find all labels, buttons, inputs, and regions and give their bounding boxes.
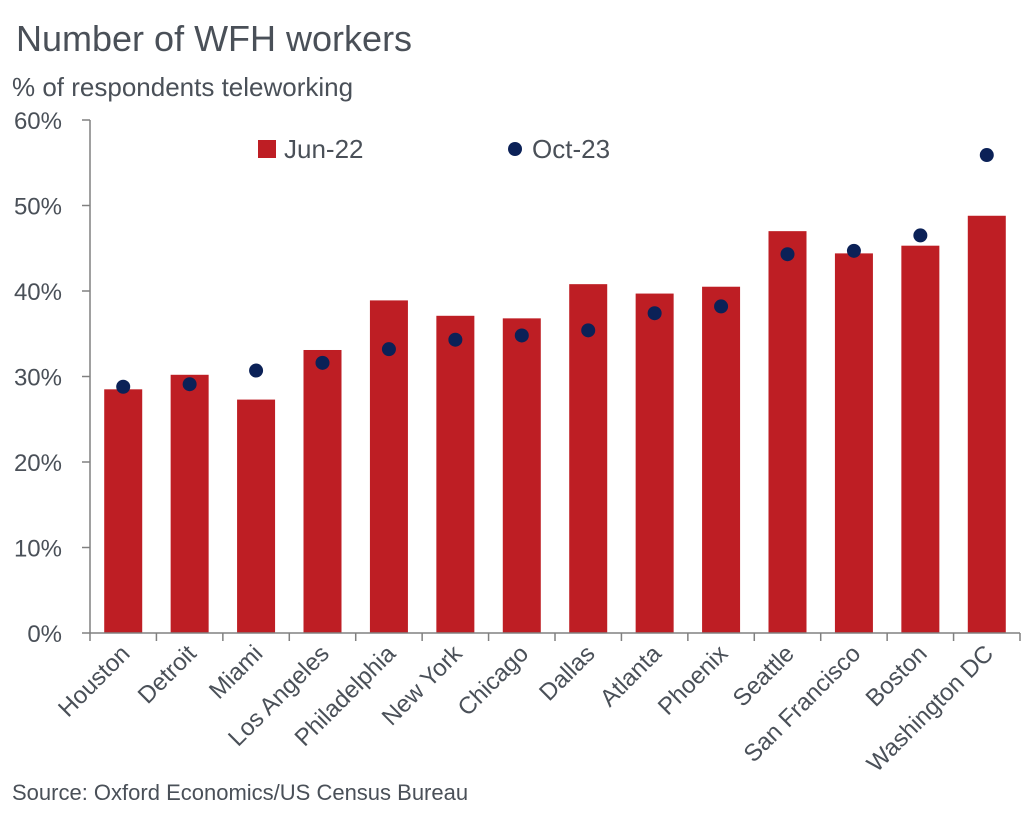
dot-houston xyxy=(116,379,131,394)
bar-atlanta xyxy=(635,293,674,633)
dot-detroit xyxy=(182,377,197,392)
x-tick-label-chicago: Chicago xyxy=(453,640,534,721)
x-tick-label-phoenix: Phoenix xyxy=(653,640,733,720)
dot-dallas xyxy=(581,323,596,338)
bar-phoenix xyxy=(702,286,741,633)
y-tick-label: 60% xyxy=(14,108,62,135)
bar-chicago xyxy=(502,318,541,633)
bars-layer xyxy=(104,215,1006,633)
y-tick-label: 20% xyxy=(14,450,62,477)
y-tick-label: 30% xyxy=(14,365,62,392)
bar-new-york xyxy=(436,315,475,633)
axes-layer xyxy=(82,119,1021,641)
bar-seattle xyxy=(768,231,807,633)
bar-los-angeles xyxy=(303,349,342,633)
dot-seattle xyxy=(780,247,795,262)
dot-chicago xyxy=(514,328,529,343)
dots-layer xyxy=(116,148,994,394)
legend-marker-oct-23 xyxy=(508,142,522,156)
y-tick-label: 50% xyxy=(14,194,62,221)
legend-swatch-jun-22 xyxy=(258,140,276,158)
chart-title: Number of WFH workers xyxy=(16,18,413,59)
x-tick-label-houston: Houston xyxy=(53,640,135,722)
x-tick-label-san-francisco: San Francisco xyxy=(739,640,867,768)
dot-new-york xyxy=(448,332,463,347)
legend-label-jun-22: Jun-22 xyxy=(284,134,364,164)
dot-los-angeles xyxy=(315,355,330,370)
y-tick-labels: 0% 10% 20% 30% 40% 50% 60% xyxy=(14,108,62,648)
dot-philadelphia xyxy=(381,342,396,357)
bar-dallas xyxy=(569,284,608,633)
x-tick-label-detroit: Detroit xyxy=(133,640,202,709)
bar-houston xyxy=(104,389,143,633)
bar-boston xyxy=(901,245,940,633)
dot-washington-dc xyxy=(979,148,994,163)
legend-label-oct-23: Oct-23 xyxy=(532,134,610,164)
bar-washington-dc xyxy=(967,215,1006,633)
chart-subtitle: % of respondents teleworking xyxy=(12,72,354,102)
bar-miami xyxy=(237,399,276,633)
y-tick-label: 10% xyxy=(14,536,62,563)
x-tick-label-dallas: Dallas xyxy=(534,640,600,706)
bar-detroit xyxy=(170,374,209,633)
source-note: Source: Oxford Economics/US Census Burea… xyxy=(12,780,469,805)
dot-miami xyxy=(249,363,264,378)
dot-phoenix xyxy=(714,299,729,314)
x-tick-label-miami: Miami xyxy=(204,640,268,704)
legend: Jun-22 Oct-23 xyxy=(258,134,610,164)
dot-san-francisco xyxy=(846,243,861,258)
y-tick-label: 0% xyxy=(27,621,62,648)
y-tick-label: 40% xyxy=(14,279,62,306)
dot-boston xyxy=(913,228,928,243)
dot-atlanta xyxy=(647,306,662,321)
bar-san-francisco xyxy=(834,253,873,633)
